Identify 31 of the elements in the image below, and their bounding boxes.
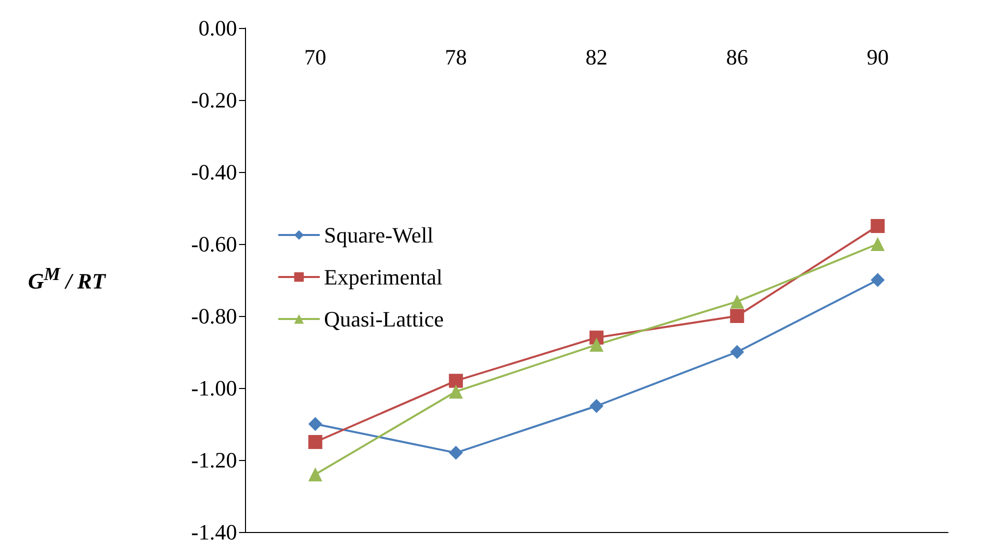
x-tick-label: 86 (726, 44, 748, 70)
y-tick-label: -1.00 (191, 376, 237, 400)
point (308, 417, 322, 431)
point (308, 467, 322, 482)
point (730, 345, 744, 359)
point (448, 446, 463, 460)
y-tick-label: -0.60 (191, 232, 237, 256)
y-tick-label: -1.40 (191, 520, 237, 544)
y-tick-label: 0.00 (198, 16, 237, 40)
point (730, 309, 744, 323)
point (870, 219, 885, 233)
y-tick-label: -0.40 (191, 160, 237, 184)
point (730, 294, 744, 309)
y-tick-label: -0.20 (191, 88, 237, 112)
legend-label: Square-Well (324, 222, 434, 248)
x-tick-label: 70 (304, 44, 326, 70)
point (308, 435, 322, 449)
point (590, 338, 604, 352)
point (870, 273, 885, 287)
x-tick-label: 82 (586, 44, 608, 70)
y-tick-label: -1.20 (191, 448, 237, 472)
point (448, 374, 463, 388)
point (870, 237, 885, 251)
legend-label: Experimental (324, 264, 443, 290)
y-tick-label: -0.80 (191, 304, 237, 328)
point (590, 399, 604, 413)
x-tick-label: 78 (444, 44, 467, 70)
point (448, 384, 463, 399)
legend-label: Quasi-Lattice (324, 306, 444, 332)
y-axis-title: G$^{M}$ / RT (28, 264, 106, 294)
x-tick-label: 90 (866, 44, 889, 70)
